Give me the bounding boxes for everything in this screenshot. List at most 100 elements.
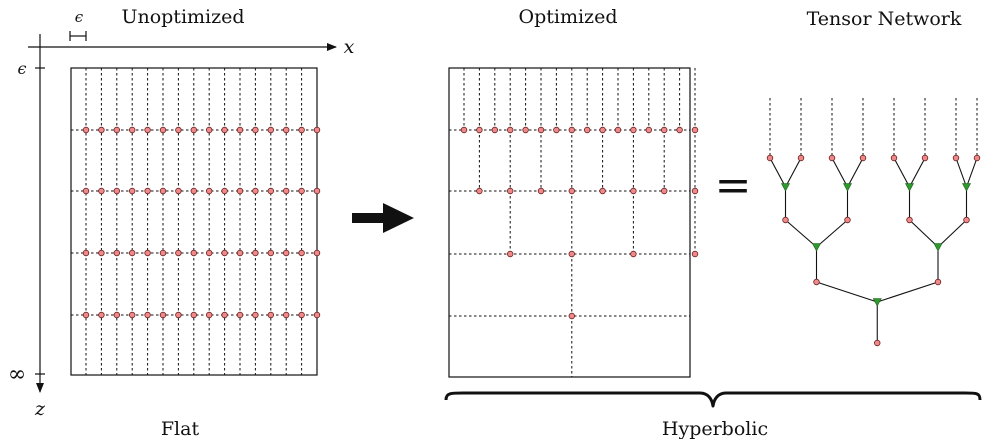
tensor-node [283,311,290,319]
hyperbolic-brace [444,391,982,408]
tensor-node [128,187,136,195]
tensor-node [252,311,259,319]
z-axis-label: z [34,398,46,420]
tensor-triangle [872,298,882,307]
tensor-node [828,154,836,162]
tensor-node [144,126,151,134]
tensor-node [676,126,683,134]
tensor-node [614,126,622,134]
tensor-node [537,187,545,195]
tensor-node [568,250,575,258]
tensor-node [782,216,789,224]
tensor-node [691,187,699,195]
tensor-network-tree [766,98,981,347]
tensor-node [874,339,881,347]
tensor-node [661,187,668,195]
tensor-node [298,187,305,195]
tensor-node [82,187,90,195]
tree-edge [909,157,926,188]
epsilon-top-label: ϵ [75,8,84,26]
tree-edge [893,157,910,188]
tensor-node [844,216,851,224]
tensor-node [98,126,105,134]
tensor-node [476,126,483,134]
tensor-node [890,154,898,162]
tensor-node [113,187,120,195]
tensor-node [236,126,244,134]
tensor-node [973,154,981,162]
tensor-node [599,187,606,195]
tensor-node [599,126,606,134]
tensor-node [507,250,514,258]
hyperbolic-label: Hyperbolic [662,418,768,439]
equals-sign: = [715,160,752,211]
tensor-node [313,311,321,319]
epsilon-left-label: ϵ [18,59,27,78]
tree-edge [816,281,878,303]
tensor-node [128,311,136,319]
tensor-node [522,126,529,134]
tensor-node [113,249,120,257]
infinity-label: ∞ [8,362,26,387]
tensor-triangle [962,183,971,192]
tensor-node [507,126,514,134]
tensor-node [159,126,167,134]
tensor-node [813,278,820,286]
tensor-node [159,187,167,195]
tensor-node [252,249,259,257]
tensor-node [82,126,90,134]
tensor-node [144,187,151,195]
tensor-node [190,187,197,195]
tensor-node [267,187,274,195]
tensor-node [252,187,259,195]
tensor-triangle [812,243,821,252]
tensor-node [236,187,244,195]
tree-edge [831,157,848,188]
tensor-node [221,126,228,134]
tensor-node [460,126,468,134]
tensor-node [113,126,120,134]
tensor-node [313,126,321,134]
tensor-node [568,126,575,134]
tensor-node [236,311,244,319]
tensor-node [221,311,228,319]
optimized-grid-content [449,68,699,377]
title-tensor-network: Tensor Network [807,8,962,30]
tree-edge [785,219,817,248]
tensor-node [630,187,637,195]
flat-label: Flat [161,418,200,439]
tree-edge [769,157,786,188]
tensor-node [190,249,197,257]
tensor-node [205,249,213,257]
tensor-triangle [905,183,914,192]
tensor-node [568,187,575,195]
tensor-node [144,249,151,257]
optimized-grid-panel [448,67,691,378]
tensor-node [159,311,167,319]
tensor-node [661,126,668,134]
tensor-node [630,250,637,258]
tensor-node [267,126,274,134]
tensor-node [82,249,90,257]
tensor-node [584,126,591,134]
tensor-node [144,311,151,319]
tensor-node [537,126,545,134]
transform-arrow [352,203,414,233]
tensor-node [205,311,213,319]
tensor-node [691,250,699,258]
tensor-node [797,154,805,162]
tensor-node [175,311,182,319]
tensor-triangle [843,183,852,192]
tree-edge [955,157,968,188]
tensor-node [921,154,929,162]
tensor-node [98,187,105,195]
tensor-node [766,154,774,162]
tensor-node [906,216,913,224]
tensor-node [175,126,182,134]
tensor-node [221,249,228,257]
tensor-node [298,126,305,134]
tree-edge [965,157,978,188]
tensor-node [221,187,228,195]
tree-edge [785,157,802,188]
